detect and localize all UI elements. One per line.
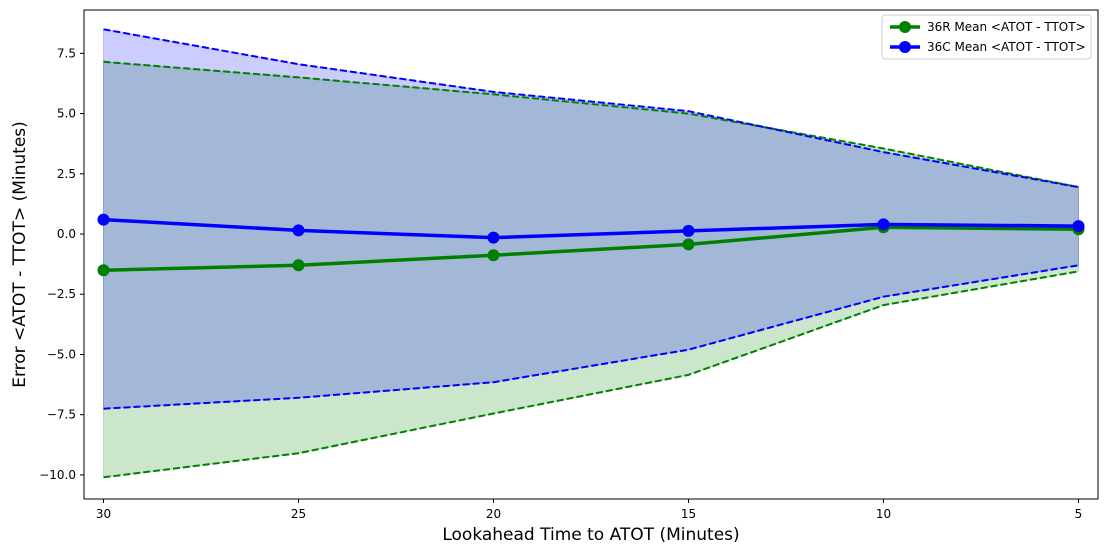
y-tick-label: 5.0 [57, 107, 76, 121]
y-tick-label: −2.5 [47, 287, 76, 301]
bound-lines [103, 28, 1079, 479]
upper-bound-line-0 [103, 60, 1079, 189]
mean-line-0 [103, 225, 1079, 272]
lower-bound-line-1 [103, 264, 1079, 410]
data-point [487, 231, 500, 244]
data-point [682, 224, 695, 237]
y-tick-label: 2.5 [57, 167, 76, 181]
x-axis-ticks: 30 25 20 15 10 5 [96, 499, 1082, 521]
data-point [682, 238, 695, 251]
lower-bound-line-0 [103, 270, 1079, 479]
x-tick-label: 5 [1075, 507, 1083, 521]
data-point [97, 213, 110, 226]
mean-lines [97, 213, 1085, 277]
data-point [97, 264, 110, 277]
data-point [487, 249, 500, 262]
y-axis-ticks: −10.0 −7.5 −5.0 −2.5 0.0 2.5 5.0 7.5 [39, 46, 84, 482]
legend-marker-1 [899, 41, 911, 53]
y-tick-label: 7.5 [57, 46, 76, 60]
data-point [877, 218, 890, 231]
data-point [292, 224, 305, 237]
plot-frame [83, 9, 1099, 500]
mean-line-1 [103, 217, 1079, 240]
x-axis-title: Lookahead Time to ATOT (Minutes) [442, 525, 739, 545]
data-point [1072, 220, 1085, 233]
confidence-bands [103, 28, 1079, 478]
upper-bound-line-1 [103, 28, 1079, 189]
data-point [292, 259, 305, 272]
x-tick-label: 10 [876, 507, 891, 521]
y-tick-label: −7.5 [47, 408, 76, 422]
x-tick-label: 25 [291, 507, 306, 521]
x-tick-label: 15 [681, 507, 696, 521]
confidence-band-1 [103, 28, 1079, 410]
x-tick-label: 30 [96, 507, 111, 521]
legend-box [881, 14, 1092, 60]
x-tick-label: 20 [486, 507, 501, 521]
legend-label-0: 36R Mean <ATOT - TTOT> [927, 20, 1086, 34]
y-tick-label: −10.0 [39, 468, 76, 482]
legend: 36R Mean <ATOT - TTOT> 36C Mean <ATOT - T… [881, 14, 1092, 60]
y-tick-label: 0.0 [57, 227, 76, 241]
legend-marker-0 [899, 21, 911, 33]
y-tick-label: −5.0 [47, 347, 76, 361]
y-axis-title: Error <ATOT - TTOT> (Minutes) [10, 121, 30, 388]
legend-label-1: 36C Mean <ATOT - TTOT> [927, 40, 1086, 54]
